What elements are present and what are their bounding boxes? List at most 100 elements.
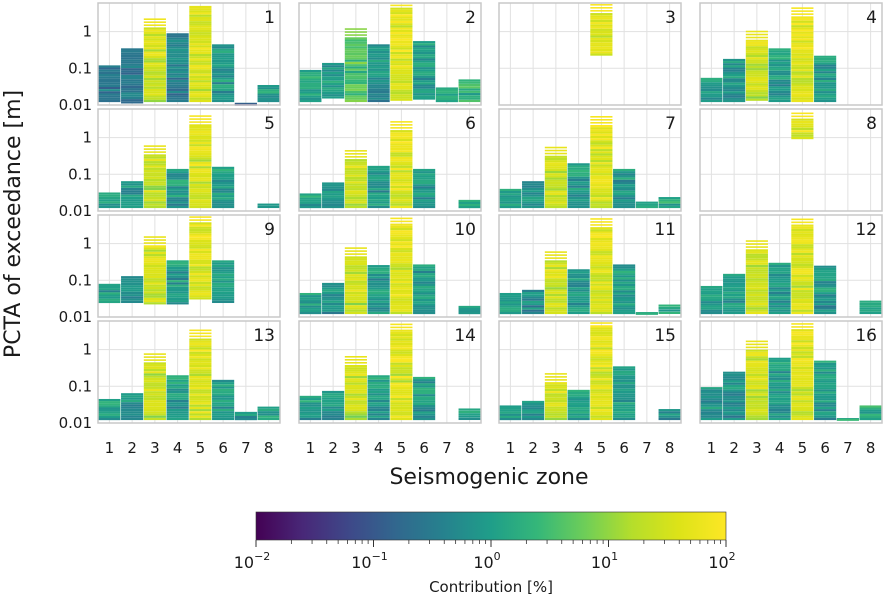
x-tick-label: 8 — [665, 439, 675, 457]
contribution-line — [189, 277, 212, 280]
x-tick-label: 2 — [729, 439, 739, 457]
contribution-line — [745, 302, 768, 306]
contribution-line — [166, 404, 189, 407]
contribution-line — [367, 388, 390, 391]
contribution-line — [344, 367, 367, 370]
contribution-line — [212, 75, 235, 78]
contribution-line — [344, 355, 367, 358]
contribution-line — [143, 393, 166, 396]
contribution-line — [413, 281, 436, 284]
contribution-line — [745, 282, 768, 286]
contribution-line — [212, 382, 235, 385]
contribution-line — [544, 162, 567, 165]
zone-bar-1 — [499, 188, 522, 209]
zone-bar-4 — [768, 357, 791, 421]
contribution-line — [143, 97, 166, 100]
contribution-line — [745, 255, 768, 259]
contribution-line — [166, 181, 189, 185]
contribution-line — [613, 397, 636, 400]
contribution-line — [299, 417, 322, 421]
contribution-line — [723, 305, 746, 308]
contribution-line — [212, 411, 235, 414]
x-tick-label: 4 — [775, 439, 785, 457]
y-tick-label: 1 — [82, 341, 92, 359]
contribution-line — [189, 233, 212, 236]
contribution-line — [413, 389, 436, 393]
contribution-line — [344, 247, 367, 249]
contribution-line — [367, 46, 390, 49]
contribution-line — [143, 280, 166, 283]
contribution-line — [544, 251, 567, 253]
contribution-line — [299, 404, 322, 407]
contribution-line — [390, 398, 413, 401]
contribution-line — [590, 259, 613, 262]
contribution-line — [212, 393, 235, 396]
contribution-line — [745, 57, 768, 60]
contribution-line — [390, 280, 413, 284]
contribution-line — [413, 396, 436, 399]
contribution-line — [768, 90, 791, 94]
contribution-line — [390, 294, 413, 297]
contribution-line — [745, 360, 768, 363]
contribution-line — [390, 261, 413, 264]
contribution-line — [567, 169, 590, 173]
contribution-line — [413, 376, 436, 380]
contribution-line — [544, 293, 567, 297]
contribution-line — [390, 25, 413, 28]
x-tick-label: 5 — [597, 439, 607, 457]
contribution-line — [590, 179, 613, 182]
contribution-line — [98, 292, 121, 295]
contribution-line — [344, 48, 367, 51]
contribution-line — [322, 390, 345, 394]
contribution-line — [745, 413, 768, 416]
contribution-line — [745, 94, 768, 97]
contribution-line — [367, 267, 390, 270]
contribution-line — [413, 383, 436, 386]
contribution-line — [768, 66, 791, 69]
contribution-line — [791, 93, 814, 96]
contribution-line — [814, 360, 837, 363]
contribution-line — [413, 286, 436, 289]
contribution-line — [212, 397, 235, 400]
contribution-line — [413, 51, 436, 55]
contribution-line — [590, 257, 613, 260]
contribution-line — [143, 356, 166, 358]
contribution-line — [413, 197, 436, 200]
zone-bar-2 — [522, 289, 545, 315]
contribution-line — [98, 194, 121, 197]
contribution-line — [390, 4, 413, 7]
contribution-line — [189, 181, 212, 184]
contribution-line — [745, 46, 768, 49]
contribution-line — [413, 277, 436, 280]
contribution-line — [544, 384, 567, 387]
contribution-line — [367, 70, 390, 74]
contribution-line — [143, 158, 166, 162]
contribution-line — [413, 173, 436, 176]
contribution-line — [413, 73, 436, 76]
contribution-line — [390, 391, 413, 394]
contribution-line — [499, 311, 522, 315]
contribution-line — [768, 366, 791, 369]
contribution-line — [143, 42, 166, 45]
zone-bar-3 — [143, 18, 166, 103]
contribution-line — [544, 160, 567, 163]
contribution-line — [367, 399, 390, 403]
contribution-line — [768, 296, 791, 299]
contribution-line — [413, 273, 436, 276]
panel-frame — [298, 108, 482, 212]
panel-label: 7 — [665, 114, 676, 134]
contribution-line — [344, 188, 367, 191]
contribution-line — [458, 99, 481, 103]
contribution-line — [344, 31, 367, 33]
zone-bar-4 — [567, 163, 590, 209]
contribution-line — [814, 267, 837, 271]
zone-bar-7 — [635, 312, 658, 315]
contribution-line — [143, 58, 166, 61]
contribution-line — [166, 95, 189, 98]
contribution-line — [791, 382, 814, 385]
contribution-line — [390, 276, 413, 279]
contribution-line — [143, 386, 166, 389]
contribution-line — [322, 205, 345, 209]
contribution-line — [745, 70, 768, 73]
contribution-line — [544, 254, 567, 256]
